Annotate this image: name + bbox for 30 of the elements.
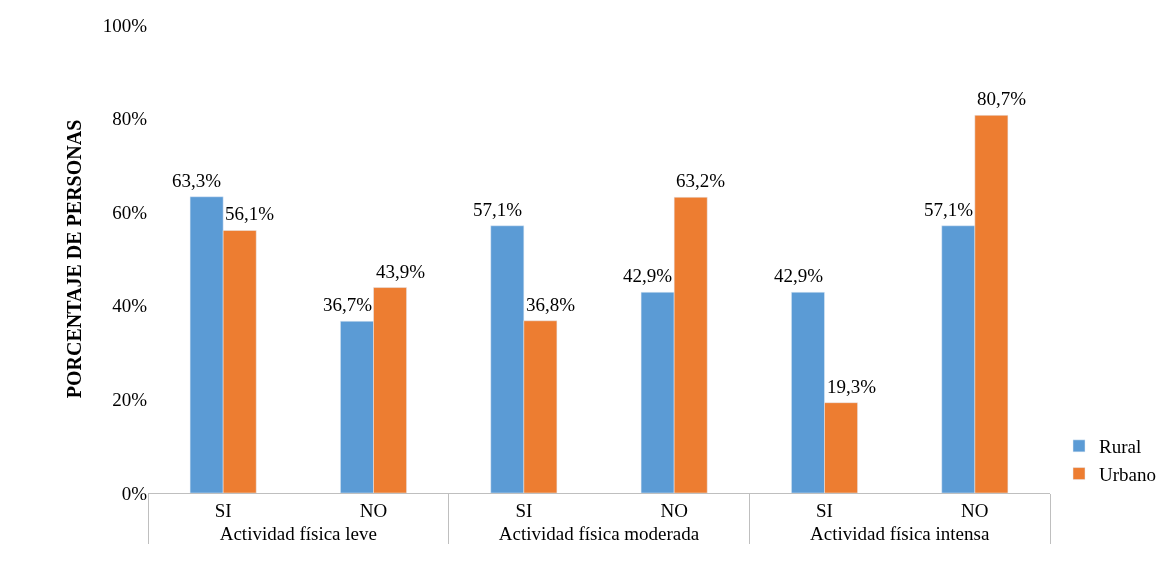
data-label: 63,3% bbox=[172, 170, 222, 191]
x-tick-label: NO bbox=[961, 499, 989, 521]
legend-label: Urbano bbox=[1099, 463, 1156, 485]
y-tick-label: 0% bbox=[121, 482, 148, 504]
data-label: 42,9% bbox=[623, 265, 673, 286]
data-label: 57,1% bbox=[473, 199, 523, 220]
data-label: 36,8% bbox=[526, 294, 576, 315]
data-label: 36,7% bbox=[323, 294, 373, 315]
data-label: 42,9% bbox=[774, 265, 824, 286]
y-tick-label: 80% bbox=[112, 108, 148, 130]
data-label: 19,3% bbox=[827, 376, 877, 397]
y-tick-label: 40% bbox=[112, 295, 148, 317]
data-label: 80,7% bbox=[977, 88, 1027, 109]
x-tick-label: NO bbox=[359, 499, 388, 521]
data-label: 43,9% bbox=[376, 261, 426, 282]
x-tick-label: SI bbox=[515, 499, 533, 521]
y-axis-title: PORCENTAJE DE PERSONAS bbox=[63, 119, 86, 399]
legend-label: Rural bbox=[1099, 436, 1142, 458]
data-label: 63,2% bbox=[676, 170, 726, 191]
text: Actividad física intensa bbox=[809, 522, 990, 544]
text: Actividad física leve bbox=[219, 522, 377, 544]
text: Actividad física moderada bbox=[498, 522, 700, 544]
y-tick-label: 60% bbox=[112, 201, 148, 223]
y-tick-label: 100% bbox=[102, 14, 148, 36]
data-label: 56,1% bbox=[225, 203, 275, 224]
y-tick-label: 20% bbox=[112, 389, 148, 411]
x-tick-label: SI bbox=[214, 499, 232, 521]
x-tick-label: NO bbox=[660, 499, 688, 521]
data-label: 57,1% bbox=[924, 199, 974, 220]
x-tick-label: SI bbox=[816, 499, 833, 521]
